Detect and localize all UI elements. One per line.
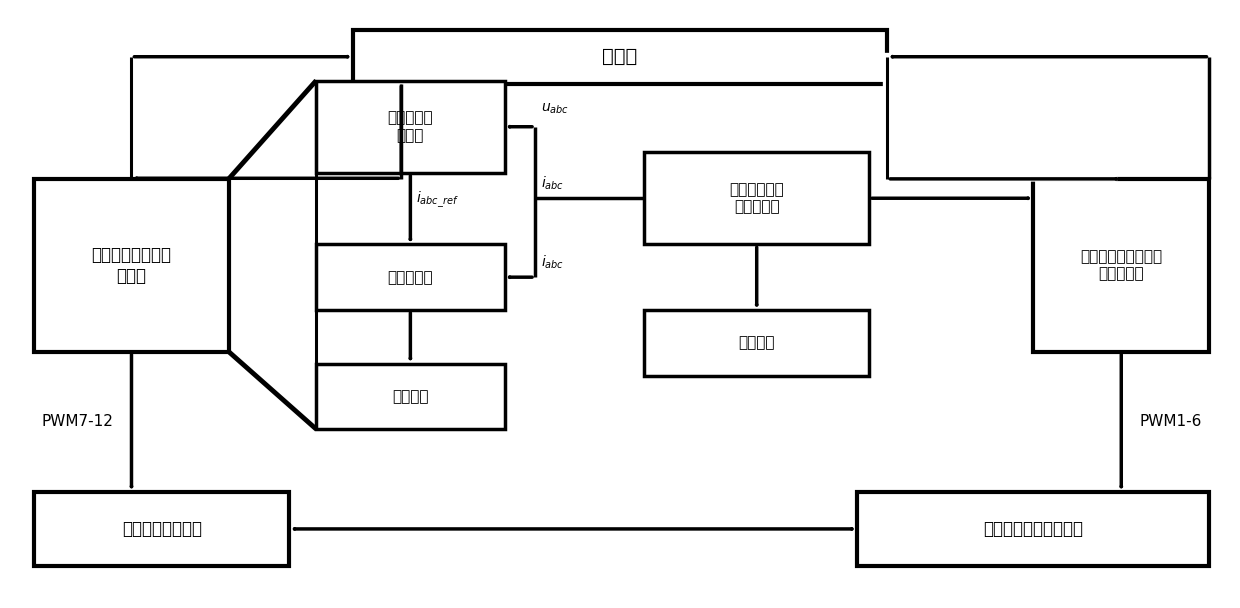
Text: PWM1-6: PWM1-6 xyxy=(1140,414,1202,429)
Text: $i_{abc\_ref}$: $i_{abc\_ref}$ xyxy=(417,190,459,210)
Bar xyxy=(35,492,289,566)
Text: $i_{abc}$: $i_{abc}$ xyxy=(541,254,564,271)
Bar xyxy=(316,364,505,429)
Text: 电流控制器: 电流控制器 xyxy=(388,270,433,285)
Bar xyxy=(1033,179,1209,351)
Bar xyxy=(316,244,505,310)
Text: 脉宽调制: 脉宽调制 xyxy=(739,335,775,350)
Text: 脉宽调制: 脉宽调制 xyxy=(392,389,429,404)
Bar xyxy=(316,81,505,173)
Bar xyxy=(352,30,888,83)
Bar xyxy=(857,492,1209,566)
Text: $i_{abc}$: $i_{abc}$ xyxy=(541,174,564,192)
Text: 起动发电机模拟器: 起动发电机模拟器 xyxy=(122,520,202,538)
Text: 起动发电机
机模型: 起动发电机 机模型 xyxy=(388,111,433,143)
Text: 电机驱动控制
或整流算法: 电机驱动控制 或整流算法 xyxy=(729,182,784,215)
Text: $u_{abc}$: $u_{abc}$ xyxy=(541,102,569,116)
Text: 上位机: 上位机 xyxy=(603,47,637,66)
Text: 起动发电机模拟器
控制器: 起动发电机模拟器 控制器 xyxy=(92,246,171,285)
Text: 起动发电机控制变流器: 起动发电机控制变流器 xyxy=(983,520,1084,538)
Bar xyxy=(35,179,228,351)
Bar xyxy=(645,152,869,244)
Text: 起动发电机模控制变
流器控制器: 起动发电机模控制变 流器控制器 xyxy=(1080,249,1162,282)
Text: PWM7-12: PWM7-12 xyxy=(41,414,113,429)
Bar xyxy=(645,310,869,376)
